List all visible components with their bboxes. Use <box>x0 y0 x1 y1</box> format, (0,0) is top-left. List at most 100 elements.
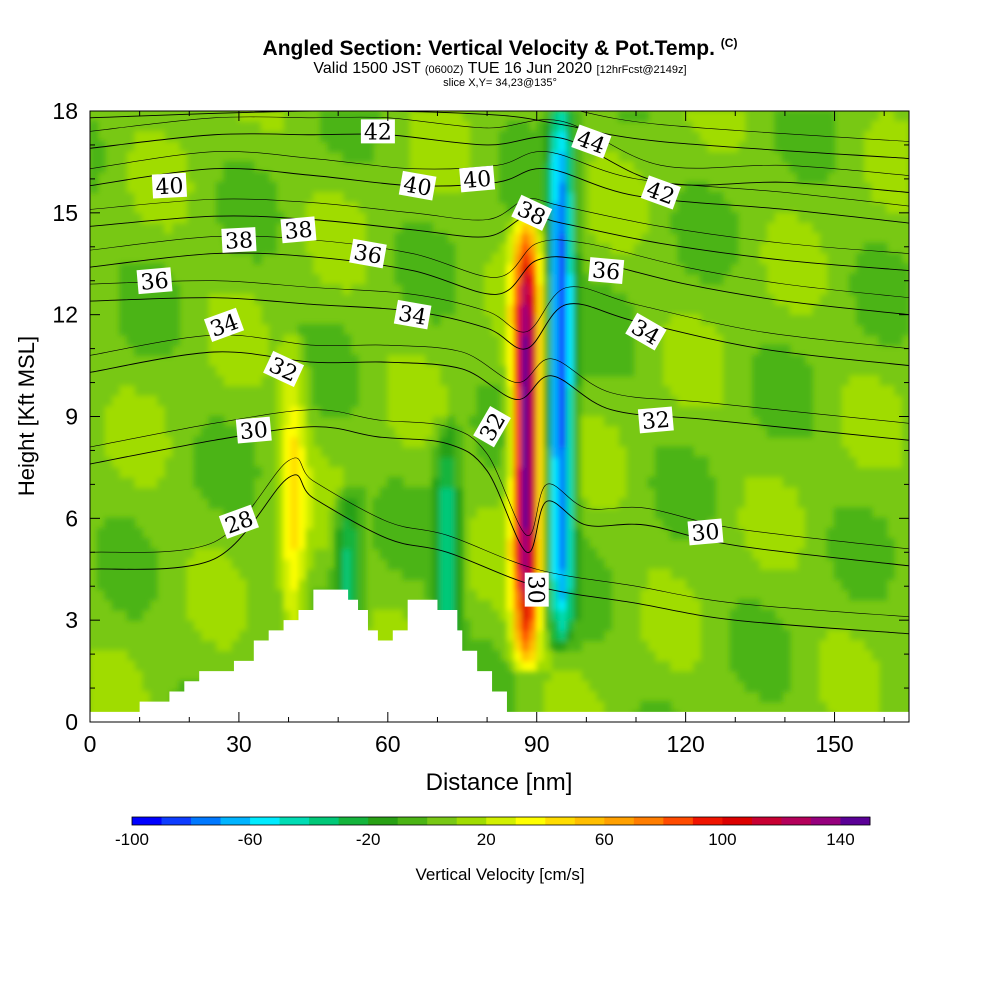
field-cell <box>126 171 136 183</box>
field-cell <box>707 253 716 265</box>
field-cell <box>566 405 575 417</box>
field-cell <box>543 446 553 458</box>
field-cell <box>163 436 173 448</box>
field-cell <box>543 466 553 479</box>
field-cell <box>811 130 821 143</box>
field-cell <box>618 191 627 204</box>
field-cell <box>893 263 903 275</box>
field-cell <box>297 375 307 387</box>
field-cell <box>283 436 292 448</box>
field-cell <box>744 650 754 662</box>
field-cell <box>312 191 322 204</box>
field-cell <box>149 558 158 570</box>
field-cell <box>431 232 441 244</box>
field-cell <box>521 293 530 305</box>
field-cell <box>275 538 285 550</box>
field-cell <box>424 568 433 580</box>
field-cell <box>871 517 880 530</box>
field-cell <box>796 232 806 244</box>
field-cell <box>141 141 151 153</box>
field-cell <box>573 456 582 468</box>
field-cell <box>439 487 448 499</box>
field-cell <box>893 324 903 336</box>
field-cell <box>111 528 121 540</box>
field-cell <box>543 181 553 193</box>
field-cell <box>863 568 873 580</box>
field-cell <box>260 191 270 204</box>
field-cell <box>312 487 322 499</box>
field-cell <box>871 171 880 183</box>
field-cell <box>759 558 769 570</box>
field-cell <box>551 324 560 336</box>
field-cell <box>528 232 538 244</box>
field-cell <box>342 385 352 397</box>
field-cell <box>878 171 888 183</box>
field-cell <box>134 528 143 540</box>
field-cell <box>774 375 783 387</box>
field-cell <box>268 191 277 204</box>
colorbar-swatch <box>338 817 369 825</box>
field-cell <box>796 263 806 275</box>
field-cell <box>290 395 299 407</box>
field-cell <box>134 141 143 153</box>
field-cell <box>268 181 277 193</box>
field-cell <box>566 436 575 448</box>
field-cell <box>618 466 627 479</box>
field-cell <box>126 660 136 672</box>
field-cell <box>454 517 463 530</box>
field-cell <box>551 629 560 642</box>
field-cell <box>402 436 411 448</box>
colorbar-tick-label: 140 <box>826 830 854 849</box>
field-cell <box>350 558 359 570</box>
field-cell <box>528 354 538 367</box>
field-cell <box>670 589 679 601</box>
field-cell <box>417 293 426 305</box>
field-cell <box>320 191 329 204</box>
field-cell <box>521 181 530 193</box>
field-cell <box>119 456 128 468</box>
field-cell <box>223 436 232 448</box>
field-cell <box>163 314 173 326</box>
field-cell <box>275 528 285 540</box>
field-cell <box>335 354 344 367</box>
field-cell <box>610 446 620 458</box>
field-cell <box>335 130 344 143</box>
field-cell <box>655 701 664 713</box>
field-cell <box>759 385 769 397</box>
field-cell <box>216 334 225 346</box>
field-cell <box>893 161 903 173</box>
field-cell <box>528 538 538 550</box>
field-cell <box>387 487 396 499</box>
field-cell <box>476 568 486 580</box>
field-cell <box>677 629 687 642</box>
field-cell <box>521 477 530 489</box>
field-cell <box>863 558 873 570</box>
field-cell <box>536 548 545 560</box>
field-cell <box>871 660 880 672</box>
field-cell <box>677 456 687 468</box>
field-cell <box>439 151 448 163</box>
field-cell <box>134 558 143 570</box>
field-cell <box>633 232 642 244</box>
field-cell <box>558 578 568 591</box>
field-cell <box>342 130 352 143</box>
field-cell <box>536 354 545 367</box>
isentrope-line <box>90 151 909 207</box>
field-cell <box>618 303 627 316</box>
field-cell <box>603 446 612 458</box>
field-cell <box>409 111 419 122</box>
field-cell <box>707 334 716 346</box>
field-cell <box>774 619 783 631</box>
field-cell <box>796 242 806 255</box>
field-cell <box>588 548 597 560</box>
field-cell <box>253 171 262 183</box>
field-cell <box>238 466 247 479</box>
field-cell <box>573 191 582 204</box>
field-cell <box>819 650 828 662</box>
field-cell <box>402 253 411 265</box>
field-cell <box>700 507 709 519</box>
field-cell <box>774 477 783 489</box>
field-cell <box>707 202 716 214</box>
field-cell <box>320 395 329 407</box>
field-cell <box>692 395 702 407</box>
